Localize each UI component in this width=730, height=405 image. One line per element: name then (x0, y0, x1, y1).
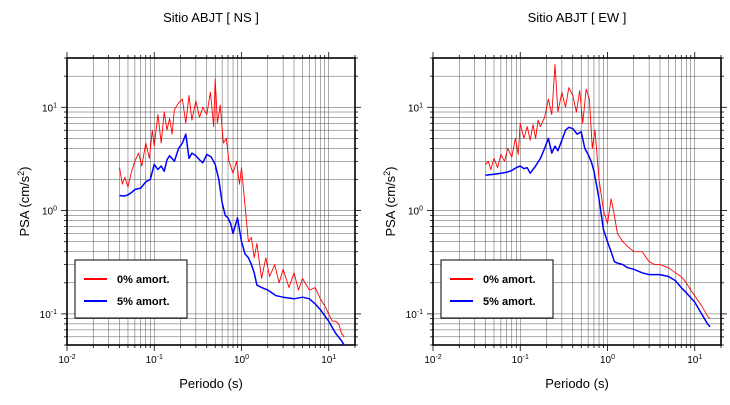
legend: 0% amort. 5% amort. (74, 259, 188, 319)
x-tick-label: 100 (600, 354, 615, 366)
chart-panel-2: Sitio ABJT [ EW ] 10-2 10-1 100 101 10-1 100 10… (382, 10, 727, 391)
legend-label: 0% amort. (117, 274, 170, 286)
series-line-undamped (485, 63, 711, 319)
y-tick-label: 10-1 (40, 309, 57, 321)
plot-frame (432, 57, 722, 346)
legend: 0% amort. 5% amort. (440, 259, 554, 319)
series-line-damped (485, 126, 711, 328)
y-axis-label: PSA (cm/s2) (382, 166, 398, 236)
series-line-undamped (119, 78, 345, 338)
legend-label: 5% amort. (117, 296, 170, 308)
x-tick-label: 10-1 (512, 354, 529, 366)
legend-label: 5% amort. (483, 296, 536, 308)
chart-title: Sitio ABJT [ NS ] (163, 10, 259, 25)
legend-box (440, 259, 554, 319)
y-axis-label: PSA (cm/s2) (16, 166, 32, 236)
legend-label: 0% amort. (483, 274, 536, 286)
series-line-damped (119, 133, 345, 345)
chart-panel-1: Sitio ABJT [ NS ] 10-2 10-1 100 101 10-1 100 10… (16, 10, 361, 391)
x-tick-label: 101 (321, 354, 336, 366)
y-tick-label: 100 (408, 206, 423, 218)
legend-box (74, 259, 188, 319)
y-tick-label: 101 (408, 102, 423, 114)
x-axis-label: Periodo (s) (179, 376, 243, 391)
plot-frame (66, 57, 356, 346)
y-tick-label: 101 (42, 102, 57, 114)
x-tick-label: 10-1 (146, 354, 163, 366)
x-tick-label: 100 (234, 354, 249, 366)
x-tick-label: 10-2 (424, 354, 441, 366)
y-tick-label: 100 (42, 206, 57, 218)
x-tick-label: 10-2 (58, 354, 75, 366)
x-tick-label: 101 (687, 354, 702, 366)
chart-title: Sitio ABJT [ EW ] (528, 10, 627, 25)
x-axis-label: Periodo (s) (545, 376, 609, 391)
y-tick-label: 10-1 (406, 309, 423, 321)
